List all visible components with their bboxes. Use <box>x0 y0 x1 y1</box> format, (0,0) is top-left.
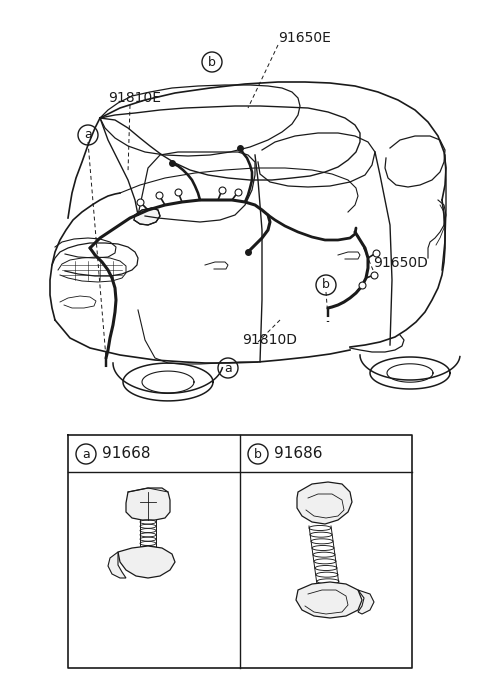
Text: b: b <box>322 278 330 292</box>
Text: b: b <box>208 56 216 68</box>
Polygon shape <box>296 582 362 618</box>
Polygon shape <box>108 552 126 578</box>
Text: a: a <box>82 447 90 460</box>
Polygon shape <box>134 208 160 225</box>
Polygon shape <box>358 590 374 614</box>
Text: 91650D: 91650D <box>373 256 428 270</box>
Polygon shape <box>297 482 352 524</box>
Polygon shape <box>126 488 170 520</box>
Text: 91686: 91686 <box>274 447 323 462</box>
Text: b: b <box>254 447 262 460</box>
Polygon shape <box>118 546 175 578</box>
Text: 91810D: 91810D <box>242 333 297 347</box>
Text: 91650E: 91650E <box>278 31 331 45</box>
Text: a: a <box>84 129 92 141</box>
Text: 91810E: 91810E <box>108 91 161 105</box>
Text: 91668: 91668 <box>102 447 151 462</box>
Text: a: a <box>224 362 232 374</box>
